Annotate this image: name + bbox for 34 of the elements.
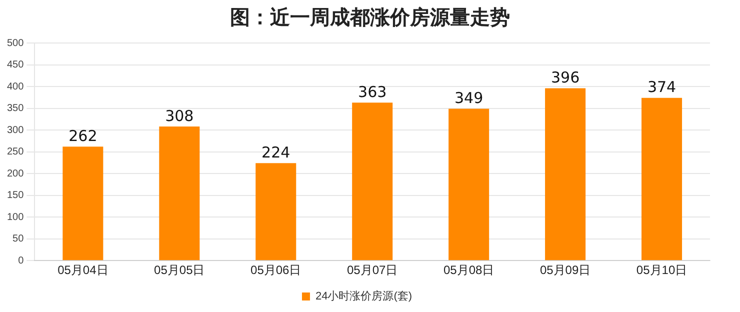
y-tick-label: 500 [6,38,24,49]
y-tick-label: 350 [6,103,24,114]
bar [159,126,200,260]
x-tick-label: 05月08日 [443,263,494,278]
data-label: 224 [262,144,290,162]
bar [545,88,586,260]
bar [352,102,393,260]
x-tick-label: 05月06日 [250,263,302,278]
y-tick-label: 0 [18,255,24,266]
y-tick-label: 200 [6,168,24,180]
y-tick-label: 450 [6,60,24,71]
data-label: 363 [358,83,387,102]
bar [62,146,104,260]
bar [642,98,682,260]
y-tick-label: 400 [6,81,24,92]
y-tick-label: 300 [6,124,24,136]
y-tick-label: 50 [12,234,24,245]
chart-title: 图：近一周成都涨价房源量走势 [229,4,511,31]
x-tick-label: 05月10日 [636,263,688,278]
data-label: 349 [454,89,484,108]
x-tick-label: 05月07日 [346,263,398,278]
y-tick-label: 250 [6,146,24,158]
x-tick-label: 05月04日 [58,263,108,278]
y-tick-label: 100 [6,212,24,223]
data-label: 374 [647,78,676,96]
bar [448,108,490,260]
y-tick-label: 150 [6,190,24,202]
legend-label: 24小时涨价房源(套) [315,290,412,303]
x-tick-label: 05月09日 [540,263,591,278]
data-label: 262 [68,126,98,145]
x-tick-label: 05月05日 [154,263,205,278]
data-label: 308 [165,106,194,125]
bar [256,163,296,260]
data-label: 396 [550,68,580,87]
